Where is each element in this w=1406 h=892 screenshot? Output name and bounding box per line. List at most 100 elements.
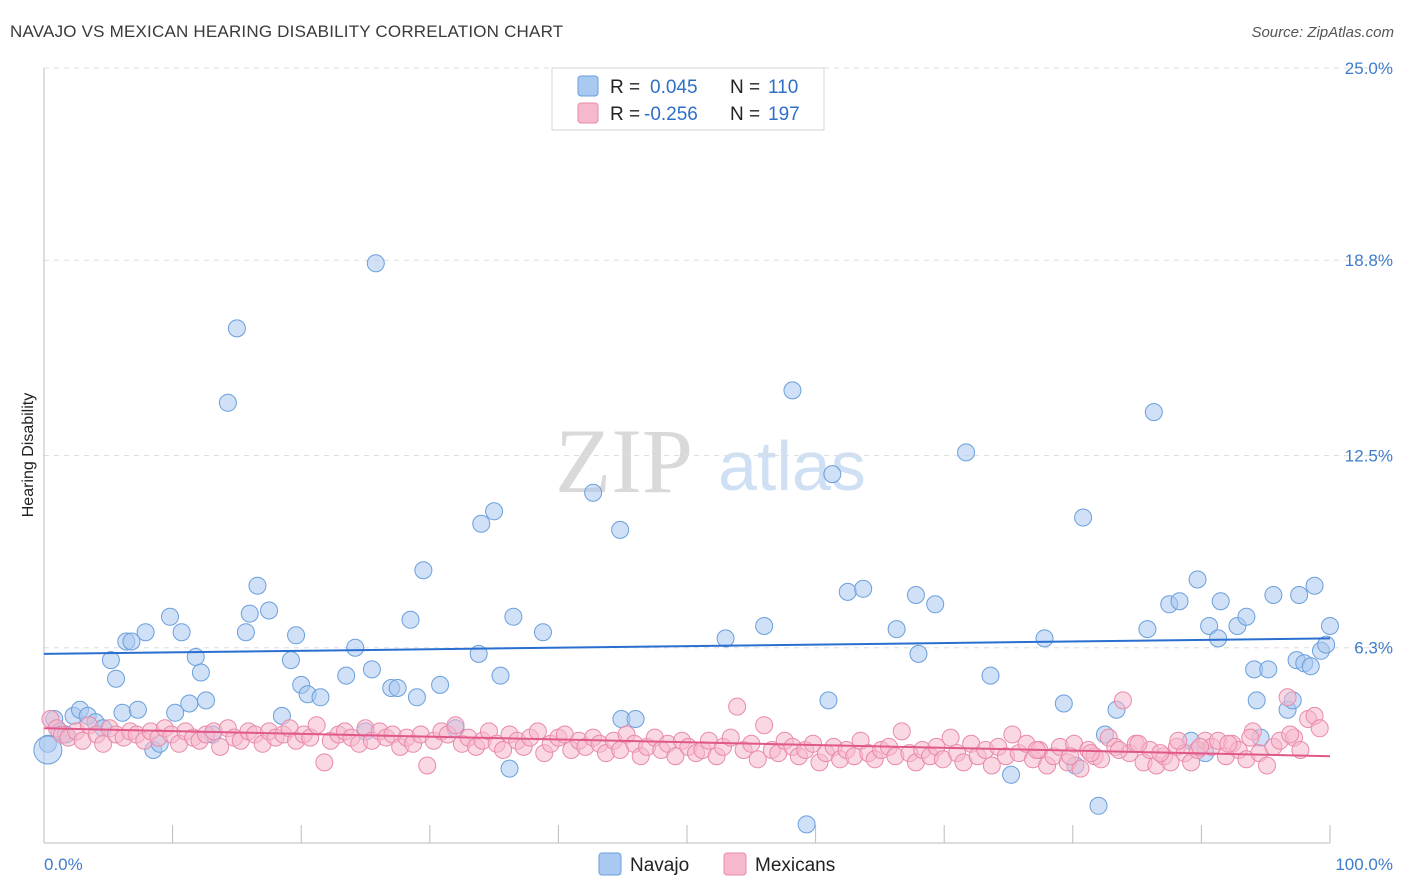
mexicans-trend-line	[43, 727, 1331, 758]
legend-navajo-r-label: R =	[610, 77, 640, 98]
navajo-point	[346, 638, 365, 657]
navajo-point	[1138, 620, 1157, 639]
mexicans-point	[1129, 734, 1148, 753]
navajo-point	[887, 620, 906, 639]
navajo-point	[166, 703, 185, 722]
navajo-point	[431, 675, 450, 694]
navajo-point	[584, 483, 603, 502]
navajo-point	[823, 465, 842, 484]
navajo-point	[485, 502, 504, 521]
mexicans-point	[1061, 747, 1080, 766]
navajo-point	[611, 520, 630, 539]
navajo-point	[1305, 576, 1324, 595]
navajo-point	[107, 669, 126, 688]
navajo-point	[191, 663, 210, 682]
mexicans-point	[494, 741, 513, 759]
navajo-point	[504, 607, 523, 626]
navajo-point	[260, 601, 279, 620]
navajo-point	[716, 629, 735, 648]
mexicans-point	[1291, 741, 1310, 759]
mexicans-point	[748, 750, 767, 769]
navajo-point	[1089, 796, 1108, 815]
navajo-point	[218, 393, 237, 412]
navajo-point	[1290, 586, 1309, 604]
navajo-trend-line	[43, 637, 1331, 655]
navajo-point	[1054, 694, 1073, 713]
mexicans-point	[446, 716, 465, 735]
x-tick-marks	[172, 825, 1331, 843]
navajo-point	[366, 254, 385, 273]
navajo-point	[906, 586, 925, 604]
navajo-point	[401, 610, 420, 629]
x-tick-label-max: 100.0%	[1335, 855, 1393, 874]
bottom-legend-mexicans-swatch	[723, 852, 747, 876]
legend-mexicans-n-label: N =	[730, 104, 760, 125]
navajo-point	[1247, 691, 1266, 710]
mexicans-point	[418, 756, 437, 775]
mexicans-point	[1257, 756, 1276, 775]
navajo-point	[172, 623, 191, 642]
mexicans-point	[941, 728, 960, 747]
legend-mexicans-swatch	[577, 102, 599, 124]
navajo-point	[101, 651, 120, 670]
mexicans-point	[528, 722, 547, 741]
navajo-point	[472, 514, 491, 533]
navajo-point	[981, 666, 1000, 685]
y-tick-label: 6.3%	[1354, 639, 1393, 658]
y-tick-label: 12.5%	[1345, 447, 1393, 466]
mexicans-point	[1241, 728, 1260, 747]
navajo-point	[1209, 629, 1228, 648]
navajo-point	[1259, 660, 1278, 679]
navajo-point	[136, 623, 155, 642]
navajo-point	[1144, 403, 1163, 422]
navajo-point	[1170, 592, 1189, 611]
y-axis-label: Hearing Disability	[20, 393, 37, 518]
navajo-point	[1211, 592, 1230, 611]
navajo-point	[1264, 586, 1283, 604]
navajo-point	[838, 582, 857, 601]
navajo-point	[626, 710, 645, 728]
mexicans-point	[1113, 691, 1132, 710]
navajo-point	[161, 607, 180, 626]
bottom-legend-navajo-label: Navajo	[630, 855, 689, 876]
navajo-point	[128, 700, 147, 719]
mexicans-point	[1278, 688, 1297, 707]
navajo-point	[909, 644, 928, 663]
legend-navajo-swatch	[577, 75, 599, 97]
mexicans-point	[1310, 719, 1329, 738]
bottom-legend: Navajo Mexicans	[598, 852, 835, 876]
bottom-legend-mexicans-label: Mexicans	[755, 855, 835, 876]
navajo-point	[926, 595, 945, 614]
navajo-point	[414, 561, 433, 580]
navajo-point	[287, 626, 306, 645]
mexicans-point	[94, 734, 113, 753]
navajo-point	[755, 617, 774, 635]
mexicans-point	[211, 737, 230, 756]
grid-lines	[44, 67, 1393, 649]
mexicans-point	[982, 756, 1001, 775]
navajo-point	[819, 691, 838, 710]
mexicans-point	[1071, 759, 1090, 778]
navajo-point	[500, 759, 519, 778]
y-tick-label: 25.0%	[1345, 59, 1393, 78]
mexicans-series	[41, 688, 1329, 778]
navajo-point	[1002, 765, 1021, 784]
navajo-point	[1188, 570, 1207, 589]
bottom-legend-navajo-swatch	[598, 852, 622, 876]
navajo-point	[337, 666, 356, 685]
navajo-point	[362, 660, 381, 679]
legend-mexicans-r-value: -0.256	[644, 104, 698, 125]
mexicans-point	[1281, 725, 1300, 744]
navajo-point	[1321, 617, 1339, 635]
legend-mexicans-n-value: 197	[768, 104, 800, 125]
navajo-point	[122, 632, 141, 651]
legend-mexicans-r-label: R =	[610, 104, 640, 125]
navajo-point	[1317, 635, 1336, 654]
navajo-point	[113, 703, 132, 722]
navajo-point	[281, 651, 300, 670]
mexicans-point	[1219, 734, 1238, 753]
watermark-atlas: atlas	[718, 427, 866, 505]
mexicans-point	[892, 722, 911, 741]
y-tick-labels: 6.3% 12.5% 18.8% 25.0%	[1345, 59, 1393, 658]
